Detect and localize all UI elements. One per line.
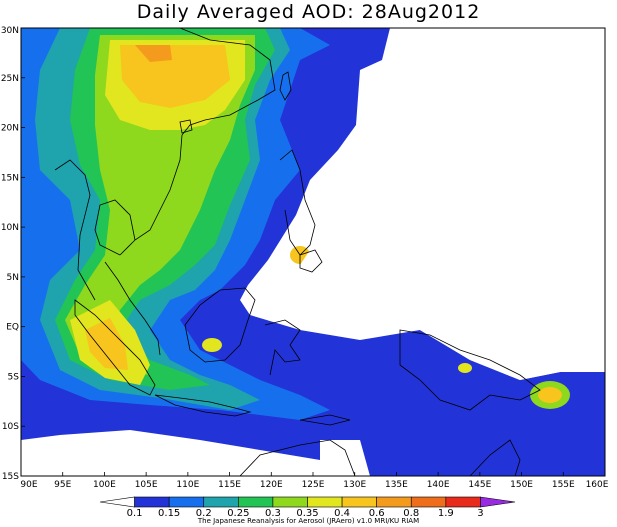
x-tick-label: 155E <box>552 480 575 490</box>
colorbar-segment <box>203 496 239 508</box>
x-tick-label: 90E <box>20 480 37 490</box>
y-tick-label: 10S <box>2 422 19 432</box>
x-tick-label: 95E <box>54 480 71 490</box>
colorbar-label: 0.3 <box>265 508 281 519</box>
x-tick-label: 125E <box>302 480 325 490</box>
y-tick-label: 15N <box>1 173 19 183</box>
coast-australia <box>239 439 356 476</box>
aod-borneo-hotspot <box>202 338 222 352</box>
colorbar-segment <box>134 496 170 508</box>
aod-clear-ocean-2 <box>380 300 605 380</box>
aod-east-hotspot-core <box>538 387 562 403</box>
x-tick-label: 145E <box>468 480 491 490</box>
y-tick-label: 10N <box>1 223 19 233</box>
colorbar-segment <box>272 496 308 508</box>
x-axis: 90E 95E 100E 105E 110E 115E 120E 125E 130E 135E 14… <box>20 472 609 490</box>
x-tick-label: 105E <box>135 480 158 490</box>
colorbar-label: 0.15 <box>158 508 180 519</box>
aod-clear-ocean-south <box>320 440 370 476</box>
map-title: Daily Averaged AOD: 28Aug2012 <box>136 1 481 23</box>
colorbar-label: 0.8 <box>403 508 419 519</box>
coast-china <box>179 28 276 136</box>
coast-newguinea <box>399 329 541 411</box>
coast-philippines <box>279 149 316 256</box>
aod-dark-orange-region <box>135 45 172 62</box>
coast-sulawesi <box>264 319 301 376</box>
y-tick-label: 5N <box>7 273 19 283</box>
colorbar-segment <box>480 496 516 508</box>
colorbar-segment <box>341 496 377 508</box>
colorbar-segment <box>238 496 274 508</box>
aod-newguinea-hotspot <box>458 363 472 373</box>
colorbar-segment <box>307 496 343 508</box>
colorbar-segment <box>168 496 205 508</box>
colorbar-segment <box>99 496 135 508</box>
x-tick-label: 135E <box>385 480 408 490</box>
coast-java <box>154 394 252 417</box>
colorbar-label: 3 <box>477 508 483 519</box>
colorbar-label: 0.6 <box>369 508 385 519</box>
y-axis: 30N 25N 20N 15N 10N 5N EQ 5S 10S 15S <box>1 26 25 482</box>
coast-sumatra <box>74 299 156 396</box>
coast-malay <box>104 261 161 356</box>
aod-field <box>21 28 605 476</box>
aod-sumatra-orange <box>85 318 128 370</box>
coast-hainan <box>179 119 193 134</box>
coastlines <box>54 28 541 476</box>
x-tick-label: 115E <box>218 480 241 490</box>
aod-orange-region <box>120 45 230 108</box>
coast-australia-east <box>469 439 521 476</box>
coast-mindanao <box>299 249 323 273</box>
colorbar-segment <box>376 496 412 508</box>
coast-taiwan <box>279 71 292 101</box>
y-tick-label: 20N <box>1 124 19 134</box>
coast-borneo <box>184 287 256 363</box>
y-tick-label: 25N <box>1 74 19 84</box>
x-tick-label: 150E <box>510 480 533 490</box>
coast-burma <box>54 159 96 301</box>
colorbar-label: 1.9 <box>438 508 454 519</box>
coast-thailand <box>94 199 136 256</box>
colorbar: 0.1 0.15 0.2 0.25 0.3 0.35 0.4 0.6 0.8 1.9 3 <box>99 496 516 519</box>
y-tick-label: 30N <box>1 26 19 36</box>
colorbar-segment <box>410 496 447 508</box>
colorbar-label: 0.2 <box>196 508 212 519</box>
x-tick-label: 120E <box>260 480 283 490</box>
aod-clear-ocean <box>290 28 605 300</box>
colorbar-segment <box>445 496 481 508</box>
colorbar-label: 0.35 <box>296 508 318 519</box>
colorbar-label: 0.25 <box>227 508 249 519</box>
x-tick-label: 100E <box>93 480 116 490</box>
x-tick-label: 110E <box>176 480 199 490</box>
colorbar-label: 0.1 <box>127 508 143 519</box>
coast-timor <box>299 414 351 426</box>
y-tick-label: 15S <box>2 472 19 482</box>
credit-text: The Japanese Reanalysis for Aerosol (JRA… <box>197 517 420 525</box>
colorbar-label: 0.4 <box>334 508 350 519</box>
x-tick-label: 140E <box>427 480 450 490</box>
y-tick-label: 5S <box>8 372 20 382</box>
x-tick-label: 160E <box>586 480 609 490</box>
x-tick-label: 130E <box>343 480 366 490</box>
y-tick-label: EQ <box>6 323 19 333</box>
